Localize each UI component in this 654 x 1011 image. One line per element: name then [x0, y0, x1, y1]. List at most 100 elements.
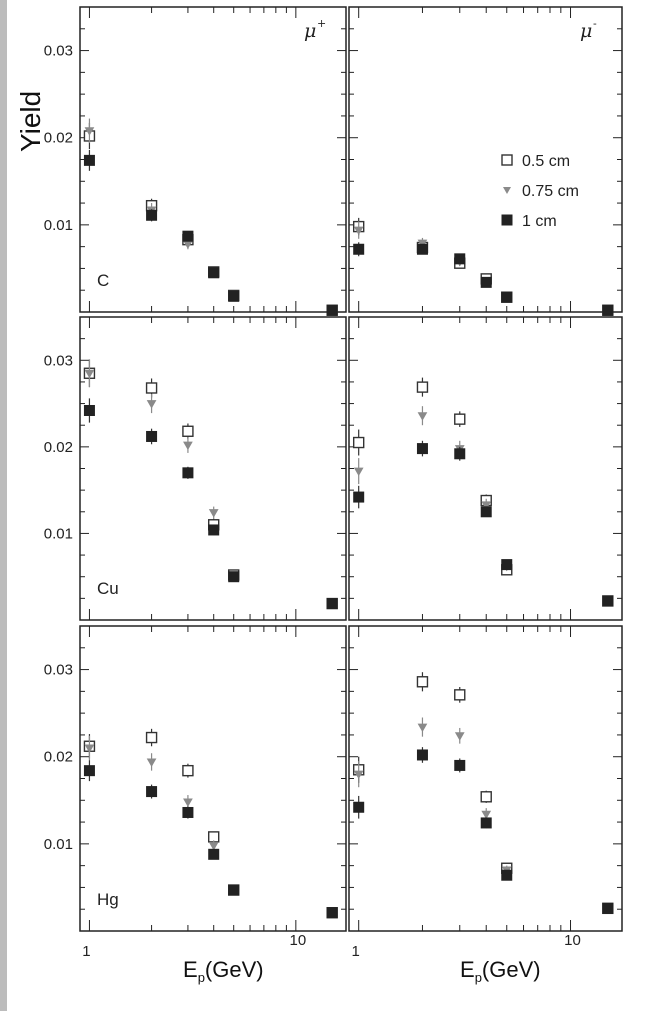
panel-row2-muminus: 1 10 — [348, 625, 623, 960]
panel-row1-muminus — [348, 316, 623, 621]
y-tick-label: 0.01 — [44, 836, 73, 853]
data-point — [480, 506, 492, 518]
data-point — [416, 676, 429, 688]
data-point — [501, 291, 513, 303]
data-point — [416, 443, 428, 455]
x-axis-label-rest: (GeV) — [482, 957, 541, 982]
panel-frame — [348, 6, 623, 313]
data-point — [454, 732, 465, 741]
svg-text:Ep(GeV): Ep(GeV) — [183, 957, 264, 985]
series-0_75-cm — [353, 717, 613, 914]
x-tick-label: 1 — [82, 943, 90, 960]
data-point — [353, 243, 365, 255]
legend-entry: 0.75 cm — [503, 183, 579, 200]
data-point — [146, 209, 158, 221]
series-0_5-cm — [83, 359, 338, 610]
y-axis-label: Yield — [15, 91, 46, 152]
legend-label: 1 cm — [522, 213, 557, 230]
panel-row0-muminus: μ- — [348, 6, 623, 316]
data-point — [183, 798, 193, 808]
panel-frame — [348, 316, 623, 621]
data-point — [454, 448, 466, 460]
data-point — [602, 595, 614, 607]
data-point — [602, 902, 614, 914]
panel-frame — [348, 625, 623, 932]
x-axis-label-main: E — [183, 957, 198, 982]
svg-text:Ep(GeV): Ep(GeV) — [460, 957, 541, 985]
panel-target-label: Hg — [97, 890, 119, 909]
panel-C-muplus: 0.01 0.02 0.03 Cμ + — [44, 6, 347, 316]
legend-marker — [501, 154, 513, 166]
data-point — [145, 731, 158, 744]
data-point — [326, 907, 338, 919]
y-tick-label: 0.02 — [44, 130, 73, 147]
data-point — [83, 154, 95, 166]
data-point — [83, 765, 95, 777]
series-1-cm — [83, 760, 338, 919]
data-point — [454, 689, 466, 701]
panel-target-label: Cu — [97, 579, 119, 598]
x-axis-label-left: Ep(GeV) — [183, 957, 264, 985]
data-point — [353, 801, 365, 813]
muon-label: μ — [580, 20, 592, 42]
y-tick-label: 0.03 — [44, 43, 73, 60]
data-point — [480, 791, 492, 803]
muon-charge: - — [593, 17, 597, 30]
data-point — [454, 759, 466, 771]
series-0_5-cm — [352, 377, 614, 607]
data-point — [481, 501, 492, 510]
data-point — [182, 425, 194, 437]
x-tick-label: 10 — [564, 932, 581, 949]
y-tick-label: 0.02 — [44, 749, 73, 766]
legend-marker — [503, 187, 511, 194]
data-point — [501, 559, 513, 571]
data-point — [183, 441, 193, 451]
legend: 0.5 cm 0.75 cm 1 cm — [501, 153, 579, 230]
data-point — [326, 304, 338, 316]
series-0_5-cm — [352, 217, 614, 316]
data-point — [182, 806, 194, 818]
series-1-cm — [353, 242, 614, 316]
page-border — [0, 0, 7, 1011]
data-point — [353, 491, 365, 503]
series-0_75-cm — [353, 221, 613, 316]
series-0_5-cm — [352, 672, 614, 915]
legend-entry: 1 cm — [501, 213, 557, 230]
data-point — [182, 764, 194, 777]
data-point — [83, 404, 95, 416]
data-point — [480, 817, 492, 829]
data-point — [454, 253, 466, 265]
data-point — [146, 400, 157, 409]
y-tick-label: 0.01 — [44, 217, 73, 234]
x-axis-label-sub: p — [475, 970, 482, 985]
data-point — [182, 230, 194, 242]
series-1-cm — [353, 747, 614, 914]
series-1-cm — [83, 398, 338, 610]
data-point — [326, 598, 338, 610]
y-tick-label: 0.03 — [44, 662, 73, 679]
data-point — [182, 467, 194, 479]
data-point — [208, 524, 220, 536]
x-axis-label-main: E — [460, 957, 475, 982]
panel-Cu-muplus: 0.01 0.02 0.03 Cu — [44, 316, 347, 621]
data-point — [417, 412, 428, 421]
x-axis-label-rest: (GeV) — [205, 957, 264, 982]
series-1-cm — [353, 440, 614, 607]
data-point — [602, 304, 614, 316]
y-tick-label: 0.02 — [44, 439, 73, 456]
data-point — [416, 243, 428, 255]
data-point — [481, 810, 492, 820]
data-point — [454, 413, 466, 425]
data-point — [417, 723, 428, 733]
data-point — [84, 369, 95, 379]
muon-label: μ — [304, 20, 316, 42]
series-0_75-cm — [84, 359, 338, 609]
data-point — [416, 381, 429, 393]
legend-label: 0.5 cm — [522, 153, 570, 170]
data-point — [146, 786, 158, 798]
x-tick-label: 1 — [352, 943, 360, 960]
data-point — [417, 239, 428, 249]
series-0_5-cm — [83, 728, 338, 919]
data-point — [480, 276, 492, 288]
